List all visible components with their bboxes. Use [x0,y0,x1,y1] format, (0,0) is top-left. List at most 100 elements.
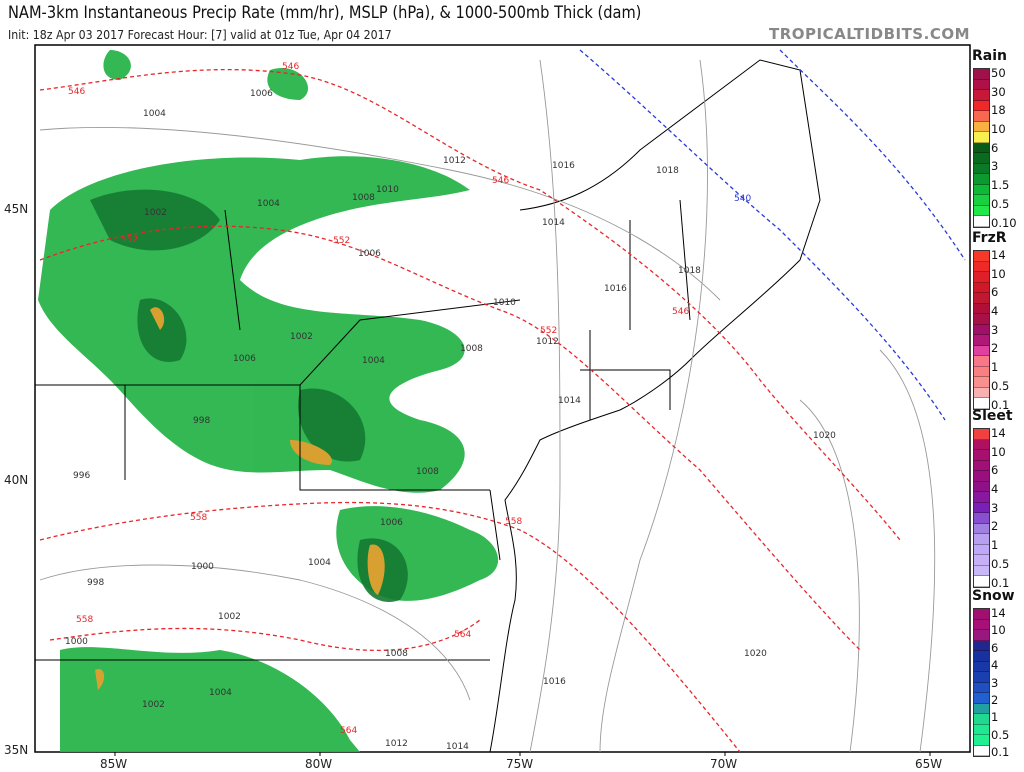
legend-colorbar [973,428,990,588]
legend-swatch [974,377,989,388]
legend-swatch [974,619,989,630]
legend-label: 10 [991,623,1006,638]
legend-swatch [974,356,989,367]
lon-label: 85W [100,757,128,771]
legend-swatch [974,314,989,325]
legend-snow: Snow 14 10 6 4 3 2 1 0.5 0.1 [972,588,1024,759]
legend-label: 0.10 [991,215,1017,230]
coastlines-borders [35,59,821,753]
legend-label: 0.5 [991,727,1010,742]
isobar-label: 1006 [358,249,381,259]
legend-swatch [974,261,989,272]
legend-title: Sleet [972,408,1013,424]
legend-label: 6 [991,640,999,655]
thickness-label: 540 [734,194,751,204]
thickness-label: 546 [672,307,689,317]
isobar-label: 1016 [543,677,566,687]
legend-label: 2 [991,692,999,707]
precip-area [103,50,309,100]
legend-label: 14 [991,248,1006,262]
isobar-label: 1014 [446,742,469,752]
isobar-label: 1002 [290,332,313,342]
thickness-label: 552 [121,235,138,245]
legend-label: 2 [991,341,999,356]
isobar-label: 1014 [558,396,581,406]
thickness-label: 546 [68,87,85,97]
isobar-label: 1004 [143,109,166,119]
axis-ticks [114,752,931,756]
isobar-label: 1012 [536,337,559,347]
legend-swatch [974,132,989,143]
lat-label: 40N [4,473,29,487]
legend-label: 2 [991,519,999,534]
legend-swatch [974,492,989,503]
legend-colorbar [973,608,990,757]
legend-swatch [974,90,989,101]
state-border [35,199,691,661]
isobar-label: 1004 [362,356,385,366]
legend-swatch [974,345,989,356]
isobar-label: 1020 [744,649,767,659]
legend-swatch [974,69,989,80]
legend-swatch [974,481,989,492]
legend-swatch [974,693,989,704]
legend-label: 0.1 [991,745,1010,759]
legend-label: 0.1 [991,575,1010,590]
legend-swatch [974,251,989,262]
isobar-label: 1000 [191,562,214,572]
legend-swatch [974,121,989,132]
map-subtitle: Init: 18z Apr 03 2017 Forecast Hour: [7]… [8,27,392,42]
legend-colorbar [973,250,990,410]
legend-swatch [974,429,989,440]
legend-label: 1.5 [991,178,1010,193]
legend-label: 4 [991,658,999,673]
legend-swatch [974,534,989,545]
legend-swatch [974,661,989,672]
legend-swatch [974,523,989,534]
isobar-label: 1016 [604,284,627,294]
legend-swatch [974,174,989,185]
legend-swatch [974,335,989,346]
legend-label: 0.5 [991,378,1010,393]
legend-label: 3 [991,675,999,690]
legend-swatch [974,651,989,662]
legend-swatch [974,387,989,398]
legend-swatch [974,576,989,587]
legend-label: 0.5 [991,196,1010,211]
isobar-label: 1008 [352,193,375,203]
isobar-label: 1000 [65,637,88,647]
thickness-label: 552 [333,236,350,246]
legend-sleet: Sleet 14 10 6 4 3 2 1 0.5 0.1 [972,408,1024,590]
legend-swatch [974,439,989,450]
legend-label: 4 [991,304,999,319]
thickness-label: 564 [340,726,357,736]
isobar-label: 1008 [460,344,483,354]
legend-swatch [974,682,989,693]
isobar-label: 1006 [380,518,403,528]
brand-watermark: TROPICALTIDBITS.COM [769,25,970,43]
legend-rain: Rain 50 30 18 10 6 3 1.5 0.5 0.10 [972,48,1024,230]
legend-label: 3 [991,322,999,337]
isobar-label: 1012 [443,156,466,166]
legend-swatch [974,630,989,641]
legend-title: Rain [972,48,1007,64]
thickness-lines [39,49,966,753]
legend-swatch [974,714,989,725]
legend-swatch [974,324,989,335]
legend-label: 0.1 [991,397,1010,412]
legend-swatch [974,555,989,566]
legend-frzr: FrzR 14 10 6 4 3 2 1 0.5 0.1 [972,230,1024,412]
legend-colorbar [973,68,990,228]
isobar-label: 1010 [493,298,516,308]
legend-label: 10 [991,122,1006,137]
legend-title: FrzR [972,230,1007,246]
lon-label: 80W [305,757,333,771]
legend-swatch [974,205,989,216]
isobar-label: 1006 [250,89,273,99]
legend-swatch [974,195,989,206]
legend-swatch [974,565,989,576]
legend-swatch [974,79,989,90]
legend-label: 50 [991,66,1006,80]
legend-swatch [974,460,989,471]
